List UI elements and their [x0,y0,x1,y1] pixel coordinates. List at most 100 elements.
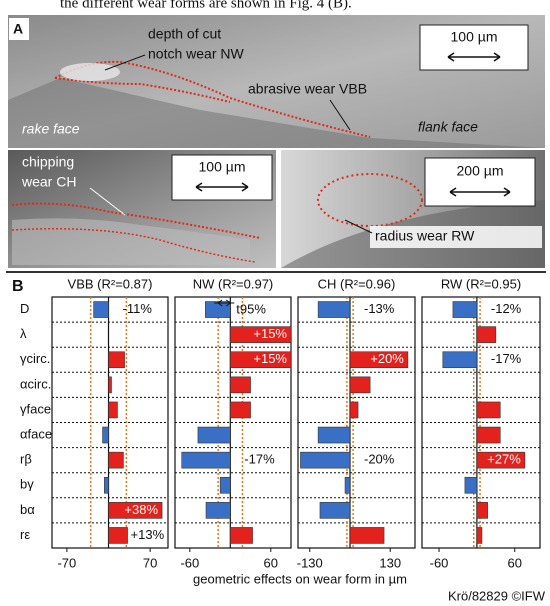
bar [476,401,501,419]
bar [104,476,109,494]
annotation: rake face [22,121,80,137]
chart-title: CH (R²=0.96) [318,276,396,291]
bar [476,527,483,544]
category-label: γcirc. [20,351,50,366]
category-label: αface [20,426,52,441]
bar-charts: Dλ γcirc. αcirc. γface αface rβ bγ bα rε VBB (R²=… [20,276,541,570]
scale-box [171,154,273,201]
bar [230,326,292,343]
category-label: D [20,301,29,316]
bar [476,326,497,343]
bar [108,527,128,544]
bar [108,401,118,419]
pointer [344,219,373,234]
bar [344,476,351,494]
scale-label: 100 µm [199,159,246,175]
bar [230,527,253,544]
scale-bar [449,187,511,197]
chart-title: RW (R²=0.95) [441,276,521,291]
category-label: αcirc. [20,376,51,391]
x-tick-label: 60 [508,555,522,570]
caption: the different wear forms are shown in Fi… [60,0,352,11]
bar [319,502,351,519]
photo-shade [12,218,250,265]
bar [230,401,251,419]
bar [108,351,125,369]
category-label: rε [20,527,30,542]
scale-label: 100 µm [451,29,498,45]
x-tick-label: 130 [379,555,401,570]
value-label: -12% [491,301,522,316]
category-label: bα [20,502,35,517]
bar [108,502,163,519]
pointer [89,187,126,216]
annotation: depth of cut [148,26,221,42]
wear-outline [11,228,256,263]
wear-outline [11,202,261,239]
category-label: γface [20,401,51,416]
bar [317,426,351,444]
panel-label: B [12,278,24,295]
value-label: +15% [253,326,287,341]
bar [108,451,124,469]
bar [349,351,409,369]
scale-box [424,157,536,207]
annotation: abrasive wear VBB [248,81,367,97]
value-label: -13% [364,301,395,316]
value-label: +13% [131,527,165,542]
notch [60,63,120,81]
bar [230,351,292,369]
x-tick-label: -60 [180,555,199,570]
value-label: -20% [364,452,395,467]
bar [442,351,478,369]
bar [197,426,231,444]
value-label: +38% [124,502,158,517]
value-label: -17% [244,452,275,467]
scale-bar [195,182,249,192]
bar [205,301,231,318]
photo-shade [8,78,545,148]
bar [181,451,231,469]
bar [205,502,231,519]
bar [349,527,385,544]
x-tick-label: -130 [297,555,323,570]
credit: Krö/82829 ©IFW [448,588,546,603]
value-label: +20% [370,351,404,366]
bar [476,502,488,519]
bar [230,376,251,394]
bar [464,476,478,494]
annotation: flank face [418,119,478,135]
threshold-label: t95% [236,301,266,316]
wear-outline [54,77,231,103]
scale-bar [447,52,501,62]
category-label: bγ [20,477,34,492]
bar [93,301,109,318]
value-label: +27% [487,452,521,467]
label-box [9,18,29,40]
bar [452,301,478,318]
chart-title: NW (R²=0.97) [193,276,274,291]
bar [219,476,231,494]
pointer [104,54,146,71]
x-tick-label: 60 [264,555,278,570]
wear-outline [317,173,423,227]
bar [476,451,526,469]
bar [108,376,112,394]
label-box [370,226,542,248]
annotation: chipping [22,154,74,170]
scale-label: 200 µm [457,163,504,179]
pointer [329,99,351,131]
bar [349,401,359,419]
category-label: rβ [20,452,32,467]
annotation: radius wear RW [375,228,475,244]
value-label: -17% [491,351,522,366]
bar [300,451,351,469]
category-label: λ [20,326,27,341]
annotation: wear CH [21,174,76,190]
threshold-arrow [214,299,235,307]
bar [476,426,501,444]
panel-label: A [13,21,23,37]
bar [317,301,351,318]
chart-title: VBB (R²=0.87) [68,276,153,291]
